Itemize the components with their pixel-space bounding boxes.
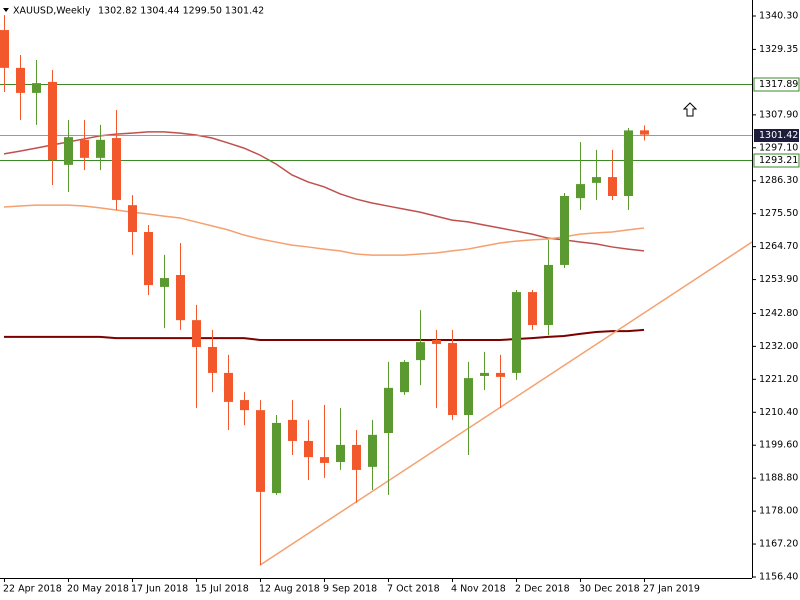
price-label-box	[754, 129, 799, 142]
y-tick-label: 1275.50	[759, 208, 798, 219]
candle-body	[608, 177, 617, 196]
candle-body	[640, 130, 649, 135]
candle-body	[368, 434, 377, 467]
x-tick-label: 2 Dec 2018	[515, 584, 570, 595]
candle-body	[560, 195, 569, 265]
candle-body	[512, 292, 521, 373]
y-tick-label: 1221.20	[759, 374, 798, 385]
candle-body	[256, 410, 265, 492]
y-tick-label: 1167.20	[759, 539, 798, 550]
candle-body	[240, 400, 249, 411]
y-tick-label: 1329.35	[759, 44, 798, 55]
y-tick-label: 1297.10	[759, 142, 798, 153]
x-tick-label: 20 May 2018	[67, 584, 129, 595]
ohlc-header: 1302.82 1304.44 1299.50 1301.42	[98, 6, 264, 17]
x-tick-label: 7 Oct 2018	[387, 584, 440, 595]
x-tick-label: 12 Aug 2018	[259, 584, 320, 595]
y-tick-label: 1340.30	[759, 11, 798, 22]
x-tick-label: 27 Jan 2019	[643, 584, 700, 595]
candle-body	[528, 292, 537, 326]
candle-body	[384, 387, 393, 434]
candle-body	[352, 444, 361, 470]
candle-body	[544, 264, 553, 326]
candle-body	[448, 343, 457, 416]
y-tick-label: 1232.00	[759, 341, 798, 352]
x-tick-label: 30 Dec 2018	[579, 584, 640, 595]
candle-body	[576, 184, 585, 199]
y-tick-label: 1242.80	[759, 308, 798, 319]
candle-body	[0, 30, 9, 68]
chart-title: XAUUSD,Weekly	[13, 6, 91, 17]
cursor-arrow-icon	[682, 102, 698, 117]
candle-body	[224, 372, 233, 402]
candle-body	[336, 444, 345, 462]
y-tick-label: 1286.30	[759, 175, 798, 186]
x-tick-label: 15 Jul 2018	[195, 584, 249, 595]
candle-body	[112, 138, 121, 200]
y-tick-label: 1188.80	[759, 473, 798, 484]
level-label-box	[753, 77, 800, 92]
level-label-box	[753, 153, 800, 168]
candle-body	[464, 378, 473, 416]
candle-body	[320, 457, 329, 463]
y-tick-label: 1307.90	[759, 109, 798, 120]
candle-body	[64, 137, 73, 165]
x-tick-label: 17 Jun 2018	[131, 584, 188, 595]
candle-body	[192, 320, 201, 347]
candle-body	[144, 231, 153, 286]
candle-body	[32, 83, 41, 93]
candle-body	[304, 440, 313, 458]
candle-body	[624, 130, 633, 196]
candle-body	[128, 205, 137, 232]
y-tick-label: 1210.40	[759, 407, 798, 418]
candle-body	[400, 361, 409, 393]
moving-average-line	[3, 131, 645, 252]
y-tick-label: 1199.60	[759, 440, 798, 451]
candle-body	[80, 139, 89, 158]
candle-body	[592, 177, 601, 183]
candle-body	[416, 342, 425, 361]
candle-body	[480, 372, 489, 376]
plot-area	[0, 15, 753, 566]
y-tick-label: 1253.90	[759, 274, 798, 285]
price-label: 1301.42	[759, 130, 798, 141]
x-tick-label: 22 Apr 2018	[3, 584, 62, 595]
moving-average-line	[3, 204, 645, 256]
candle-body	[96, 139, 105, 158]
candle-body	[16, 67, 25, 93]
candle-body	[208, 346, 217, 373]
candle-body	[176, 274, 185, 321]
candle-body	[496, 372, 505, 377]
x-tick-label: 4 Nov 2018	[451, 584, 506, 595]
trendline	[259, 241, 753, 566]
candle-body	[48, 81, 57, 160]
candle-body	[288, 419, 297, 441]
y-tick-label: 1156.40	[759, 571, 798, 582]
level-label: 1317.89	[759, 79, 798, 90]
moving-average-line	[4, 328, 645, 341]
x-tick-label: 9 Sep 2018	[323, 584, 377, 595]
level-label: 1293.21	[759, 155, 798, 166]
candle-body	[432, 339, 441, 344]
candle-body	[160, 278, 169, 287]
y-tick-label: 1178.00	[759, 506, 798, 517]
menu-triangle[interactable]	[3, 8, 9, 12]
y-tick-label: 1264.70	[759, 241, 798, 252]
candle-body	[272, 422, 281, 494]
